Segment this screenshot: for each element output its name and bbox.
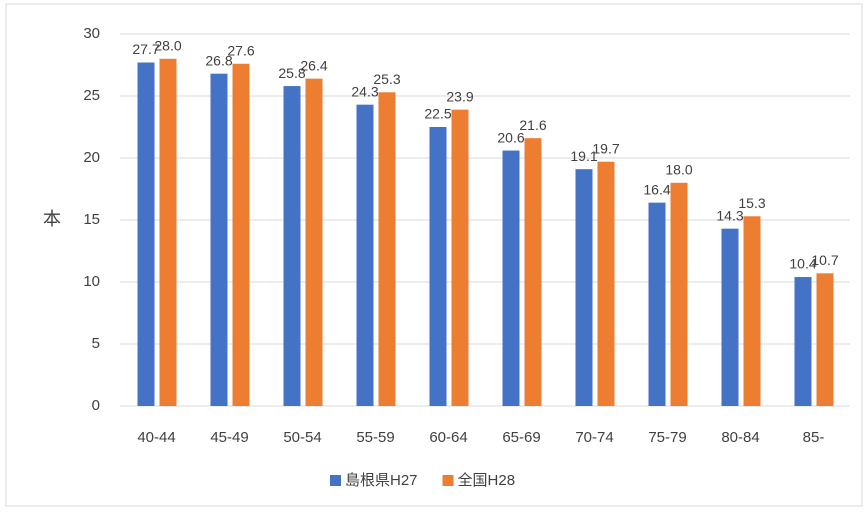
bar <box>575 169 593 406</box>
value-label: 21.6 <box>519 117 546 133</box>
x-tick-label: 80-84 <box>721 429 759 446</box>
value-label: 27.6 <box>227 42 254 58</box>
value-label: 10.4 <box>789 256 816 272</box>
bar <box>378 92 396 406</box>
x-tick-label: 50-54 <box>283 429 321 446</box>
value-label: 28.0 <box>154 38 181 54</box>
x-tick-label: 75-79 <box>648 429 686 446</box>
value-label: 25.3 <box>373 71 400 87</box>
value-label: 18.0 <box>665 162 692 178</box>
bar <box>210 73 228 407</box>
y-tick-label: 0 <box>92 397 100 414</box>
y-tick-label: 10 <box>83 273 100 290</box>
bar <box>816 273 834 406</box>
x-tick-label: 70-74 <box>575 429 613 446</box>
y-tick-label: 25 <box>83 87 100 104</box>
bar <box>283 86 301 406</box>
bar <box>232 63 250 406</box>
y-axis-label: 本 <box>43 209 61 229</box>
y-tick-label: 20 <box>83 149 100 166</box>
y-tick-label: 5 <box>92 335 100 352</box>
value-label: 26.8 <box>205 52 232 68</box>
value-label: 19.7 <box>592 140 619 156</box>
bar <box>670 182 688 406</box>
bar <box>137 62 155 407</box>
x-tick-label: 65-69 <box>502 429 540 446</box>
value-label: 16.4 <box>643 181 670 197</box>
x-tick-label: 85- <box>803 429 825 446</box>
x-tick-label: 45-49 <box>210 429 248 446</box>
value-label: 19.1 <box>570 148 597 164</box>
bar <box>597 161 615 406</box>
value-label: 23.9 <box>446 88 473 104</box>
value-label: 22.5 <box>424 106 451 122</box>
legend-swatch <box>442 475 454 486</box>
value-label: 27.7 <box>132 41 159 57</box>
value-label: 26.4 <box>300 57 327 73</box>
x-tick-label: 40-44 <box>137 429 175 446</box>
bar <box>648 202 666 406</box>
bar <box>502 150 520 406</box>
legend-label: 島根県H27 <box>345 472 418 489</box>
value-label: 25.8 <box>278 65 305 81</box>
value-label: 14.3 <box>716 207 743 223</box>
x-tick-label: 55-59 <box>356 429 394 446</box>
value-label: 20.6 <box>497 129 524 145</box>
y-tick-label: 30 <box>83 25 100 42</box>
bar <box>305 78 323 406</box>
value-label: 10.7 <box>811 252 838 268</box>
x-tick-label: 60-64 <box>429 429 467 446</box>
value-label: 15.3 <box>738 195 765 211</box>
bar <box>429 127 447 406</box>
bar <box>356 104 374 407</box>
bar <box>743 216 761 406</box>
bar <box>524 138 542 406</box>
bar <box>451 109 469 406</box>
bar <box>794 277 812 406</box>
bar <box>721 228 739 406</box>
legend-label: 全国H28 <box>458 471 516 489</box>
legend-swatch <box>330 475 341 486</box>
y-tick-label: 15 <box>83 211 100 228</box>
bar <box>159 58 177 407</box>
value-label: 24.3 <box>351 83 378 99</box>
